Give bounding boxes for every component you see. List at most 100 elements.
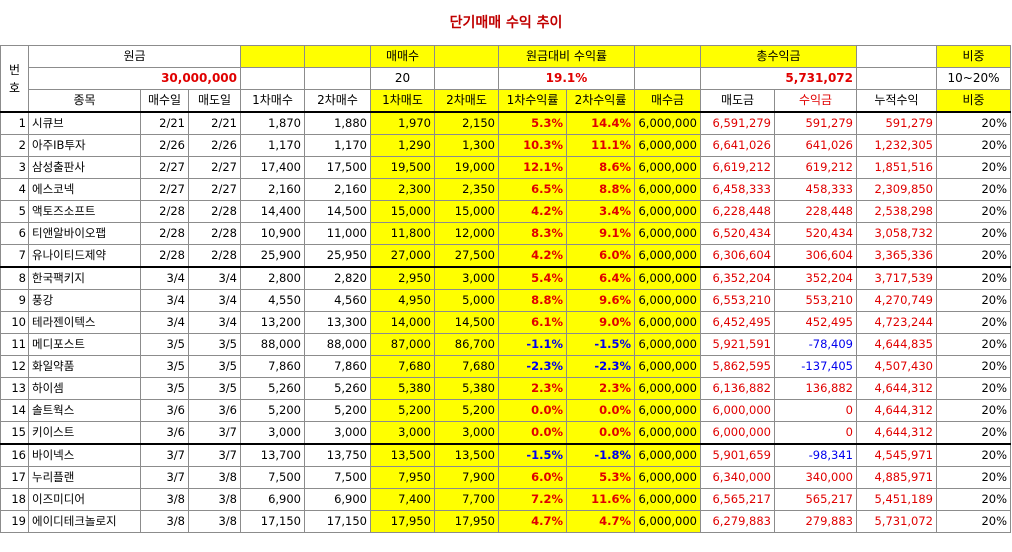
stock-name-cell: 화일약품 xyxy=(28,355,141,378)
buy2-price-cell: 2,160 xyxy=(304,178,371,201)
profit-cell: -78,409 xyxy=(774,333,857,356)
sell2-price-cell: 2,350 xyxy=(434,178,499,201)
buy1-price-cell: 10,900 xyxy=(240,222,305,245)
profit-cell: 553,210 xyxy=(774,289,857,312)
buy2-price-cell: 88,000 xyxy=(304,333,371,356)
sell1-price-cell: 2,950 xyxy=(370,266,435,290)
table-row: 14 솔트웍스 3/6 3/6 5,200 5,200 5,200 5,200 0.0% 0.0%… xyxy=(0,399,1011,422)
cum-profit-cell: 3,058,732 xyxy=(856,222,937,245)
buy2-price-cell: 17,500 xyxy=(304,156,371,179)
cum-profit-cell: 2,538,298 xyxy=(856,200,937,223)
cum-profit-cell: 4,885,971 xyxy=(856,466,937,489)
principal-value: 30,000,000 xyxy=(28,67,241,90)
buy-amount-cell: 6,000,000 xyxy=(634,156,701,179)
table-row: 12 화일약품 3/5 3/5 7,860 7,860 7,680 7,680 -2.3% -2.… xyxy=(0,355,1011,378)
sheet-title: 단기매매 수익 추이 xyxy=(449,15,563,31)
sell-amount-cell: 6,306,604 xyxy=(700,244,775,268)
stock-name-cell: 티앤알바이오팹 xyxy=(28,222,141,245)
sell-amount-cell: 6,641,026 xyxy=(700,134,775,157)
table-row: 17 누리플랜 3/7 3/8 7,500 7,500 7,950 7,900 6.0% 5.3%… xyxy=(0,466,1011,489)
sell1-price-cell: 3,000 xyxy=(370,421,435,445)
table-row: 8 한국팩키지 3/4 3/4 2,800 2,820 2,950 3,000 5.4% 6.4%… xyxy=(0,266,1011,290)
sell-date-cell: 2/28 xyxy=(188,222,241,245)
stock-name-cell: 키이스트 xyxy=(28,421,141,445)
row-number-cell: 15 xyxy=(0,421,29,445)
weight-cell: 20% xyxy=(936,222,1011,245)
buy-amount-cell: 6,000,000 xyxy=(634,421,701,445)
row-number-cell: 8 xyxy=(0,266,29,290)
buy-amount-cell: 6,000,000 xyxy=(634,289,701,312)
cum-profit-cell: 4,507,430 xyxy=(856,355,937,378)
table-row: 10 테라젠이텍스 3/4 3/4 13,200 13,300 14,000 14,500 6.… xyxy=(0,311,1011,334)
sell1-price-cell: 27,000 xyxy=(370,244,435,268)
ret2-cell: -2.3% xyxy=(566,355,635,378)
table-row: 7 유나이티드제약 2/28 2/28 25,900 25,950 27,000 27,500… xyxy=(0,244,1011,268)
ret2-cell: 0.0% xyxy=(566,421,635,445)
row-number-cell: 2 xyxy=(0,134,29,157)
table-row: 3 삼성출판사 2/27 2/27 17,400 17,500 19,500 19,000 12… xyxy=(0,156,1011,179)
buy-date-cell: 2/28 xyxy=(140,200,189,223)
sell2-price-cell: 15,000 xyxy=(434,200,499,223)
ret1-cell: 0.0% xyxy=(498,421,567,445)
cum-profit-cell: 1,232,305 xyxy=(856,134,937,157)
col-header-sell1: 1차매도 xyxy=(370,89,435,113)
profit-cell: 520,434 xyxy=(774,222,857,245)
sell-amount-cell: 5,921,591 xyxy=(700,333,775,356)
row-number-cell: 1 xyxy=(0,111,29,135)
weight-cell: 20% xyxy=(936,488,1011,511)
sell-date-cell: 3/8 xyxy=(188,488,241,511)
buy1-price-cell: 3,000 xyxy=(240,421,305,445)
buy2-price-cell: 1,170 xyxy=(304,134,371,157)
ret1-cell: 10.3% xyxy=(498,134,567,157)
weight-cell: 20% xyxy=(936,156,1011,179)
ret1-cell: 12.1% xyxy=(498,156,567,179)
sell-amount-cell: 6,279,883 xyxy=(700,510,775,533)
col-header-sell2: 2차매도 xyxy=(434,89,499,113)
stock-name-cell: 액토즈소프트 xyxy=(28,200,141,223)
sell-date-cell: 3/6 xyxy=(188,399,241,422)
buy-date-cell: 3/6 xyxy=(140,399,189,422)
buy2-price-cell: 7,860 xyxy=(304,355,371,378)
sell2-price-cell: 7,680 xyxy=(434,355,499,378)
ret1-cell: 5.3% xyxy=(498,111,567,135)
buy-date-cell: 2/27 xyxy=(140,156,189,179)
table-row: 5 액토즈소프트 2/28 2/28 14,400 14,500 15,000 15,000 4… xyxy=(0,200,1011,223)
return-value: 19.1% xyxy=(498,67,635,90)
profit-cell: 0 xyxy=(774,421,857,445)
cum-profit-cell: 3,717,539 xyxy=(856,266,937,290)
profit-cell: 136,882 xyxy=(774,377,857,400)
cum-profit-cell: 4,723,244 xyxy=(856,311,937,334)
col-header-sell-amt: 매도금 xyxy=(700,89,775,113)
col-header-weight: 비중 xyxy=(936,89,1011,113)
buy1-price-cell: 5,260 xyxy=(240,377,305,400)
ret2-cell: 6.0% xyxy=(566,244,635,268)
sell-date-cell: 2/21 xyxy=(188,111,241,135)
buy-date-cell: 3/8 xyxy=(140,510,189,533)
buy-amount-cell: 6,000,000 xyxy=(634,111,701,135)
sell2-price-cell: 3,000 xyxy=(434,421,499,445)
buy-date-cell: 3/7 xyxy=(140,443,189,467)
sell1-price-cell: 17,950 xyxy=(370,510,435,533)
cum-profit-cell: 5,731,072 xyxy=(856,510,937,533)
sell-date-cell: 2/28 xyxy=(188,244,241,268)
sell2-price-cell: 17,950 xyxy=(434,510,499,533)
ret2-cell: 4.7% xyxy=(566,510,635,533)
sell-amount-cell: 6,228,448 xyxy=(700,200,775,223)
profit-cell: 306,604 xyxy=(774,244,857,268)
ret2-cell: 9.1% xyxy=(566,222,635,245)
ret1-cell: 5.4% xyxy=(498,266,567,290)
stock-name-cell: 바이넥스 xyxy=(28,443,141,467)
buy-date-cell: 3/5 xyxy=(140,333,189,356)
weight-cell: 20% xyxy=(936,244,1011,268)
sell1-price-cell: 87,000 xyxy=(370,333,435,356)
profit-cell: -137,405 xyxy=(774,355,857,378)
col-header-ret1: 1차수익률 xyxy=(498,89,567,113)
stock-name-cell: 솔트웍스 xyxy=(28,399,141,422)
cum-profit-cell: 591,279 xyxy=(856,111,937,135)
ret1-cell: 6.0% xyxy=(498,466,567,489)
row-number-cell: 14 xyxy=(0,399,29,422)
buy2-price-cell: 14,500 xyxy=(304,200,371,223)
buy-date-cell: 2/21 xyxy=(140,111,189,135)
col-header-profit: 수익금 xyxy=(774,89,857,113)
row-number-cell: 10 xyxy=(0,311,29,334)
